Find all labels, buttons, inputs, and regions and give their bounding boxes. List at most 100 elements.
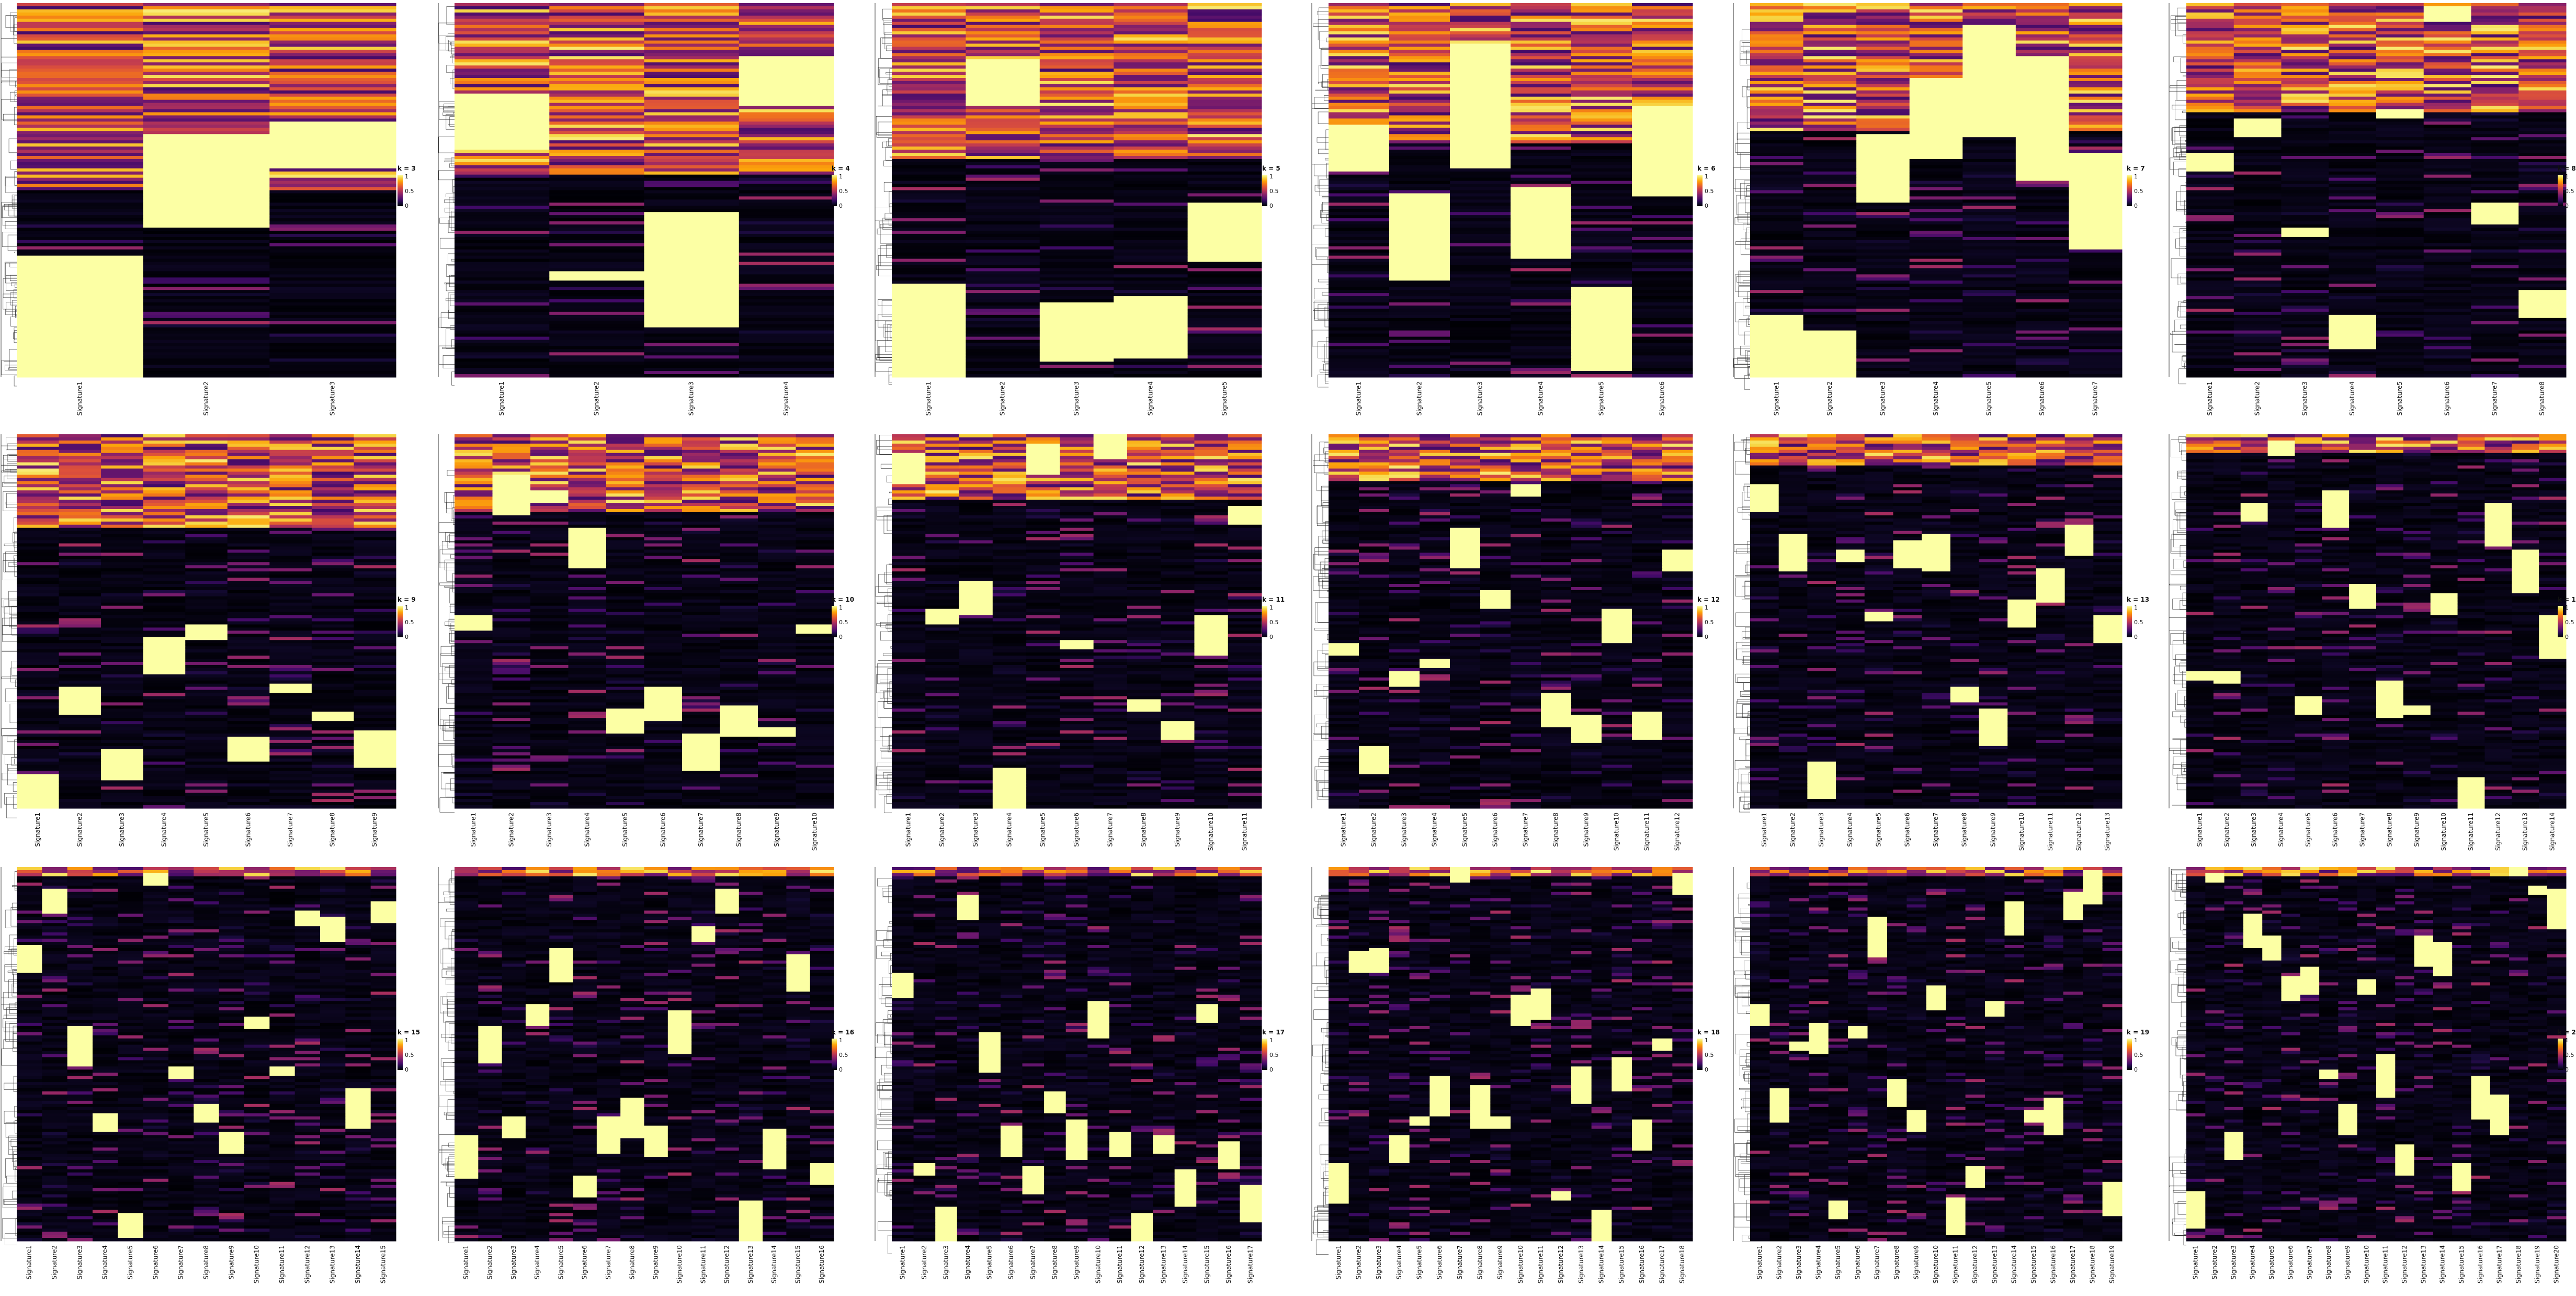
heatmap-cell: [1187, 206, 1262, 209]
heatmap-cell: [227, 677, 270, 681]
heatmap-cell: [1632, 40, 1693, 44]
heatmap-cell: [2233, 199, 2282, 203]
heatmap-cell: [2069, 368, 2123, 371]
heatmap-cell: [2233, 78, 2282, 82]
heatmap-cell: [549, 72, 644, 75]
heatmap-cell: [892, 243, 966, 247]
heatmap-cell: [2329, 65, 2377, 69]
heatmap-cell: [2186, 143, 2234, 147]
heatmap-cell: [2069, 15, 2123, 19]
heatmap-cell: [2329, 18, 2377, 22]
heatmap-cell: [1962, 153, 2016, 156]
heatmap-cell: [185, 659, 228, 662]
heatmap-cell: [1571, 246, 1632, 250]
heatmap-cell: [1511, 131, 1572, 134]
heatmap-cell: [311, 487, 354, 491]
heatmap-cell: [354, 465, 396, 469]
colorbar-tick: 1: [405, 173, 408, 180]
heatmap-cell: [1187, 336, 1262, 340]
heatmap-cell: [2518, 115, 2567, 119]
heatmap-cell: [2329, 131, 2377, 134]
heatmap-cell: [269, 739, 312, 743]
heatmap-cell: [227, 612, 270, 616]
heatmap-cell: [2423, 293, 2471, 297]
heatmap-cell: [143, 81, 270, 85]
heatmap-cell: [892, 340, 966, 343]
heatmap-cell: [1632, 168, 1693, 172]
heatmap-cell: [2015, 371, 2069, 375]
heatmap-cell: [143, 12, 270, 16]
heatmap-cell: [1909, 349, 1963, 353]
heatmap-cell: [311, 659, 354, 662]
heatmap-cell: [185, 434, 228, 438]
heatmap-cell: [1039, 112, 1114, 116]
heatmap-cell: [101, 581, 144, 584]
heatmap-cell: [2281, 340, 2329, 343]
heatmap-cell: [966, 177, 1040, 182]
heatmap-cell: [2281, 99, 2329, 104]
heatmap-cell: [17, 65, 144, 69]
heatmap-cell: [1856, 193, 1910, 197]
heatmap-cell: [59, 593, 101, 597]
heatmap-cell: [17, 686, 60, 691]
heatmap-cell: [892, 140, 966, 144]
heatmap-cell: [739, 318, 834, 322]
heatmap-cell: [1909, 265, 1963, 268]
heatmap-cell: [2281, 181, 2329, 185]
heatmap-cell: [2518, 121, 2567, 125]
heatmap-cell: [1039, 374, 1114, 378]
heatmap-cell: [101, 553, 144, 556]
heatmap-cell: [2376, 327, 2424, 331]
heatmap-cell: [59, 634, 101, 637]
heatmap-cell: [2069, 271, 2123, 275]
heatmap-cell: [1909, 305, 1963, 309]
heatmap-cell: [1803, 318, 1857, 322]
heatmap-cell: [17, 112, 144, 116]
heatmap-cell: [1803, 349, 1857, 353]
heatmap-cell: [2518, 69, 2567, 72]
heatmap-cell: [2423, 240, 2471, 244]
heatmap-cell: [1329, 56, 1390, 60]
heatmap-cell: [1450, 258, 1511, 263]
heatmap-cell: [101, 712, 144, 715]
heatmap-cell: [739, 305, 834, 309]
heatmap-cell: [2329, 47, 2377, 50]
heatmap-cell: [1750, 9, 1804, 13]
heatmap-cell: [1632, 230, 1693, 234]
heatmap-cell: [1571, 336, 1632, 340]
heatmap-cell: [185, 624, 228, 628]
heatmap-cell: [1962, 243, 2016, 247]
heatmap-cell: [549, 206, 644, 209]
heatmap-cell: [1962, 18, 2016, 22]
heatmap-cell: [966, 240, 1040, 244]
heatmap-cell: [1803, 352, 1857, 356]
heatmap-cell: [2281, 236, 2329, 241]
heatmap-cell: [2518, 65, 2567, 69]
heatmap-cell: [1329, 150, 1390, 153]
heatmap-cell: [143, 497, 186, 500]
heatmap-cell: [1389, 87, 1450, 91]
heatmap-cell: [2015, 181, 2069, 185]
heatmap-cell: [644, 221, 740, 225]
heatmap-cell: [17, 599, 60, 603]
heatmap-cell: [17, 621, 60, 625]
heatmap-cell: [2329, 374, 2377, 378]
heatmap-cell: [455, 333, 550, 337]
heatmap-cell: [1114, 224, 1188, 228]
heatmap-cell: [143, 324, 270, 328]
heatmap-cell: [1187, 218, 1262, 222]
heatmap-cell: [1750, 56, 1804, 60]
heatmap-cell: [354, 612, 396, 616]
heatmap-cell: [1803, 87, 1857, 91]
heatmap-cell: [1909, 162, 1963, 166]
heatmap-cell: [2015, 302, 2069, 306]
heatmap-cell: [1750, 28, 1804, 32]
heatmap-cell: [1039, 287, 1114, 290]
heatmap-cell: [143, 28, 270, 32]
heatmap-cell: [1632, 290, 1693, 294]
heatmap-cell: [1909, 296, 1963, 300]
heatmap-cell: [2518, 134, 2567, 138]
heatmap-cell: [1187, 346, 1262, 350]
heatmap-cell: [966, 287, 1040, 290]
heatmap-cell: [2281, 21, 2329, 26]
